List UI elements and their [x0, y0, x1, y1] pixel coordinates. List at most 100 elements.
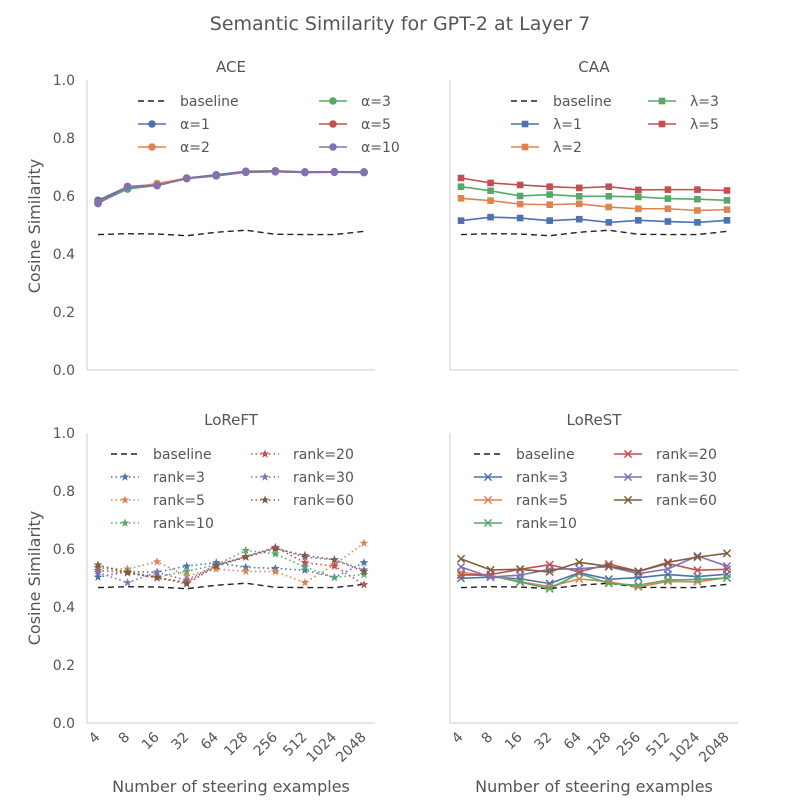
data-point: [359, 558, 369, 567]
data-point: [575, 184, 583, 192]
legend-label: rank=10: [516, 516, 577, 532]
data-point: [723, 217, 731, 224]
data-point: [456, 570, 466, 580]
legend-marker: [483, 472, 493, 482]
series-baseline: [460, 582, 728, 590]
legend-label: rank=10: [153, 516, 214, 532]
x-tick-label: 8: [479, 729, 497, 747]
x-tick-label: 4: [86, 729, 104, 747]
legend-label: rank=60: [656, 493, 717, 509]
x-marker-stroke: [623, 472, 633, 482]
y-tick-label: 1.0: [53, 73, 75, 89]
data-point: [575, 200, 583, 208]
figure-title: Semantic Similarity for GPT-2 at Layer 7: [210, 13, 590, 35]
series-λ=2: [457, 195, 731, 214]
data-point: [546, 191, 553, 198]
legend-label: baseline: [516, 447, 575, 463]
data-point: [722, 573, 732, 583]
legend-item: α=3: [319, 94, 391, 110]
y-tick-label: 0.0: [53, 716, 75, 732]
legend-label: rank=20: [293, 447, 354, 463]
x-marker-stroke: [486, 565, 495, 575]
legend-marker: [260, 495, 270, 504]
legend-marker: [120, 518, 130, 527]
legend-marker: [260, 449, 270, 458]
data-point: [153, 181, 161, 190]
legend-item: rank=10: [111, 516, 214, 532]
data-point: [457, 195, 465, 202]
series-line: [97, 170, 365, 204]
legend-marker: [329, 143, 337, 151]
x-tick-label: 32: [168, 729, 192, 753]
data-point: [152, 557, 162, 566]
legend-marker: [623, 472, 633, 482]
x-marker-stroke: [693, 566, 702, 575]
data-point: [664, 218, 672, 225]
x-tick-label: 256: [614, 729, 644, 759]
series-line: [97, 582, 365, 590]
data-point: [152, 567, 162, 576]
series-line: [460, 229, 728, 237]
data-point: [515, 565, 525, 574]
data-point: [694, 195, 701, 203]
legend-marker: [329, 120, 337, 128]
data-point: [635, 193, 642, 201]
legend-item: rank=30: [251, 470, 354, 486]
data-point: [516, 181, 524, 189]
legend-item: λ=5: [648, 117, 719, 133]
data-point: [487, 179, 494, 187]
data-point: [330, 572, 339, 582]
y-tick-label: 0.2: [53, 658, 75, 674]
legend-item: rank=20: [251, 447, 354, 463]
x-marker-stroke: [575, 564, 584, 573]
legend-item: rank=10: [474, 516, 577, 532]
panel-title: ACE: [216, 58, 246, 76]
legend-marker: [329, 97, 337, 105]
series-line: [460, 552, 728, 573]
x-tick-label: 1024: [304, 729, 341, 766]
legend-marker: [120, 472, 130, 481]
data-point: [211, 561, 221, 570]
x-marker-stroke: [545, 567, 554, 577]
data-point: [693, 551, 702, 561]
series-line: [460, 185, 728, 202]
x-tick-label: 256: [251, 729, 281, 759]
data-point: [487, 197, 494, 204]
x-marker-stroke: [634, 567, 643, 576]
legend-label: λ=3: [690, 94, 719, 110]
x-marker-stroke: [623, 449, 633, 459]
data-point: [694, 207, 701, 214]
series-line: [97, 549, 365, 579]
y-tick-label: 0.2: [53, 305, 75, 321]
legend-marker: [148, 143, 156, 151]
x-tick-label: 8: [116, 729, 134, 747]
data-point: [723, 197, 731, 204]
legend-label: baseline: [553, 94, 612, 110]
data-point: [693, 575, 702, 584]
x-axis-label-right: Number of steering examples: [475, 777, 713, 796]
panel-title: CAA: [578, 58, 610, 76]
data-point: [359, 567, 369, 576]
legend-item: rank=30: [614, 470, 717, 486]
data-point: [123, 578, 132, 587]
x-marker-stroke: [515, 565, 525, 574]
x-marker-stroke: [604, 577, 613, 586]
data-point: [693, 552, 702, 562]
y-tick-label: 0.0: [53, 363, 75, 379]
x-marker-stroke: [456, 562, 466, 572]
data-point: [241, 552, 251, 561]
legend-item: baseline: [474, 447, 575, 463]
legend-marker: [148, 120, 156, 128]
data-point: [457, 174, 465, 182]
data-point: [301, 168, 309, 177]
chart-panel-caa: CAA baseline λ=1 λ=2 λ=3 λ=5: [449, 58, 738, 371]
data-point: [211, 564, 221, 573]
x-tick-label: 128: [584, 729, 614, 759]
x-marker-stroke: [545, 582, 554, 591]
data-point: [486, 565, 495, 575]
x-marker-stroke: [693, 575, 702, 584]
legend-item: rank=5: [474, 493, 568, 509]
x-marker-stroke: [663, 558, 673, 567]
data-point: [241, 168, 250, 177]
